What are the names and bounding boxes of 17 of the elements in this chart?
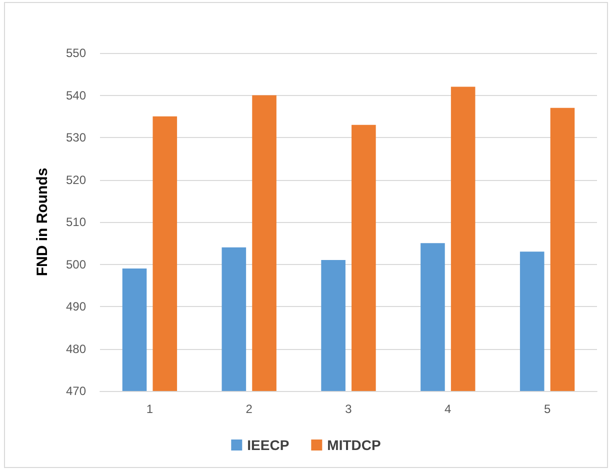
y-tick-label: 530 [66,130,86,144]
legend-label: MITDCP [327,437,381,453]
y-tick-label: 550 [66,46,86,60]
x-tick-label: 1 [146,402,154,416]
x-tick-label: 5 [544,402,551,416]
y-tick-label: 510 [66,215,86,229]
y-tick-label: 520 [66,172,86,187]
y-tick-label: 470 [66,384,86,398]
y-tick-label: 500 [66,257,86,272]
y-tick-label: 540 [66,88,86,102]
y-tick-label: 490 [66,300,86,314]
x-tick-label: 3 [345,402,352,416]
x-tick-label: 4 [444,402,452,416]
y-axis-title: FND in Rounds [34,168,51,276]
x-tick-label: 2 [246,402,253,416]
legend-label: IEECP [247,437,290,453]
y-tick-label: 480 [66,342,86,356]
